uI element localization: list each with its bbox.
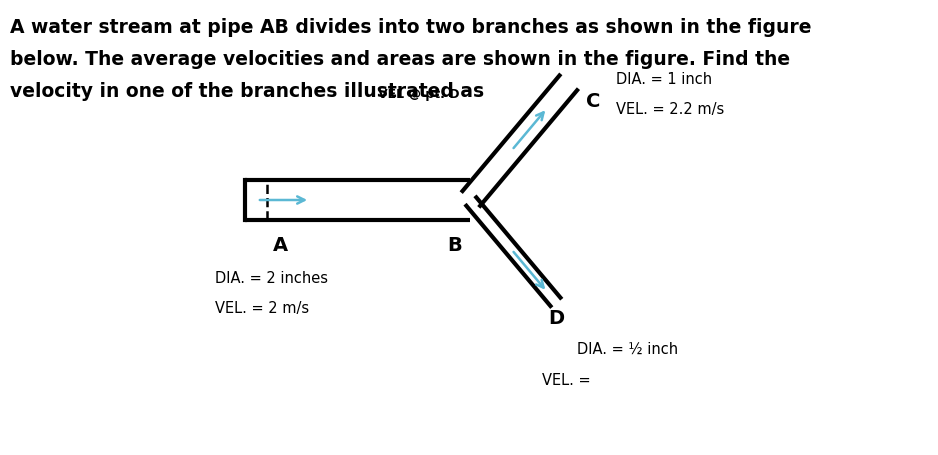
Text: VEL. = 2 m/s: VEL. = 2 m/s	[215, 300, 310, 315]
Text: VEL. =: VEL. =	[542, 373, 590, 388]
Text: DIA. = ½ inch: DIA. = ½ inch	[577, 341, 678, 356]
Text: A: A	[272, 236, 288, 254]
Text: D: D	[549, 309, 565, 328]
Text: below. The average velocities and areas are shown in the figure. Find the: below. The average velocities and areas …	[10, 50, 790, 69]
Text: B: B	[447, 236, 462, 254]
Text: VEL @ pt. D: VEL @ pt. D	[378, 88, 460, 101]
Text: DIA. = 1 inch: DIA. = 1 inch	[616, 71, 713, 86]
Text: A water stream at pipe AB divides into two branches as shown in the figure: A water stream at pipe AB divides into t…	[10, 18, 811, 37]
Text: VEL. = 2.2 m/s: VEL. = 2.2 m/s	[616, 101, 725, 116]
Text: DIA. = 2 inches: DIA. = 2 inches	[215, 270, 328, 285]
Text: C: C	[586, 91, 601, 111]
Text: velocity in one of the branches illustrated as: velocity in one of the branches illustra…	[10, 82, 491, 101]
